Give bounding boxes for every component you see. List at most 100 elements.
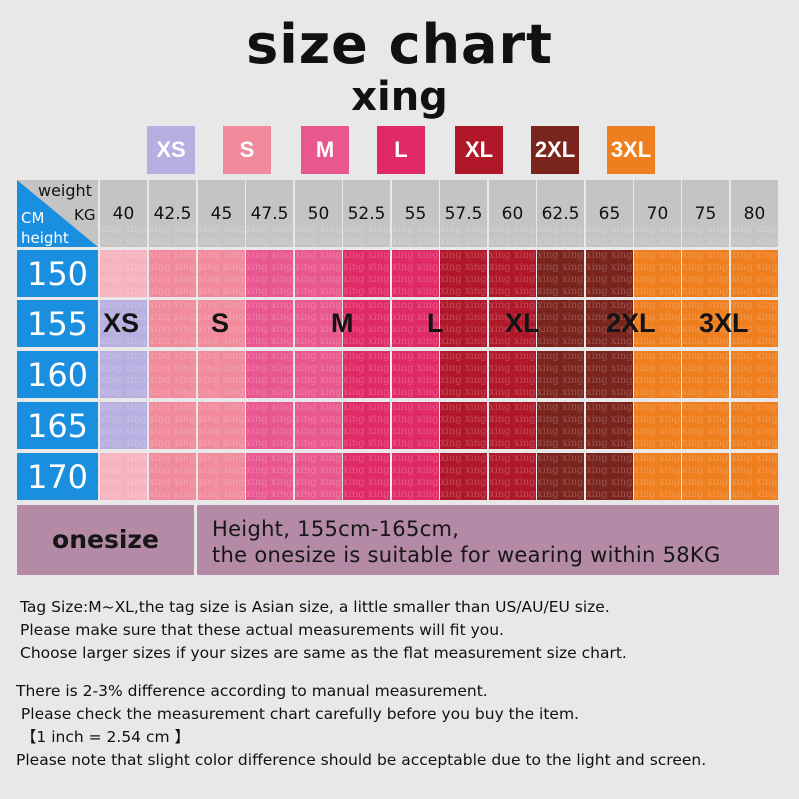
onesize-label-cell bbox=[17, 505, 194, 575]
size-cell bbox=[634, 250, 681, 297]
note-line: Please make sure that these actual measu… bbox=[20, 621, 504, 639]
weight-header-value: 80 bbox=[743, 204, 766, 224]
size-cell bbox=[198, 250, 245, 297]
size-cell bbox=[537, 351, 584, 398]
onesize-description: Height, 155cm-165cm, the onesize is suit… bbox=[212, 516, 721, 568]
weight-header-cell bbox=[682, 180, 729, 247]
size-cell bbox=[295, 453, 342, 500]
size-cell bbox=[489, 402, 536, 449]
corner-kg-label: KG bbox=[74, 206, 96, 224]
weight-header-value: 57.5 bbox=[444, 204, 483, 224]
size-cell bbox=[100, 402, 147, 449]
weight-header-cell bbox=[295, 180, 342, 247]
corner-cm-label: CM bbox=[21, 209, 45, 227]
size-cell bbox=[586, 250, 633, 297]
size-cell bbox=[537, 453, 584, 500]
height-label-155: 155 bbox=[17, 300, 98, 347]
weight-header-cell bbox=[537, 180, 584, 247]
size-cell bbox=[392, 453, 439, 500]
weight-header-cell bbox=[440, 180, 487, 247]
size-cell bbox=[295, 250, 342, 297]
size-cell bbox=[343, 250, 390, 297]
size-cell bbox=[100, 300, 147, 347]
size-table: weight KG CM height 40 xing xing xing xin… bbox=[17, 180, 779, 575]
size-cell bbox=[440, 402, 487, 449]
size-cell bbox=[586, 300, 633, 347]
size-cell bbox=[246, 300, 293, 347]
size-cell bbox=[537, 250, 584, 297]
size-cell bbox=[682, 402, 729, 449]
size-cell bbox=[246, 402, 293, 449]
size-cell bbox=[343, 402, 390, 449]
size-cell bbox=[634, 351, 681, 398]
size-cell bbox=[295, 300, 342, 347]
weight-header-cell bbox=[100, 180, 147, 247]
size-cell bbox=[731, 402, 778, 449]
height-label-150: 150 bbox=[17, 250, 98, 297]
size-cell bbox=[489, 250, 536, 297]
size-cell bbox=[586, 453, 633, 500]
weight-header-cell bbox=[198, 180, 245, 247]
size-cell bbox=[731, 351, 778, 398]
size-cell bbox=[682, 300, 729, 347]
weight-header-value: 45 bbox=[210, 204, 233, 224]
size-cell bbox=[198, 351, 245, 398]
weight-header-value: 52.5 bbox=[347, 204, 386, 224]
height-label-165: 165 bbox=[17, 402, 98, 449]
size-cell bbox=[682, 250, 729, 297]
size-cell bbox=[392, 351, 439, 398]
size-cell bbox=[198, 402, 245, 449]
size-badge-l: L bbox=[377, 126, 425, 174]
size-cell bbox=[149, 351, 196, 398]
weight-header-value: 75 bbox=[694, 204, 717, 224]
size-cell bbox=[489, 453, 536, 500]
size-badge-xs: XS bbox=[147, 126, 195, 174]
size-cell bbox=[634, 402, 681, 449]
size-cell bbox=[295, 351, 342, 398]
note-line: Please check the measurement chart caref… bbox=[16, 705, 579, 723]
size-cell bbox=[392, 402, 439, 449]
size-cell bbox=[343, 300, 390, 347]
height-label-160: 160 bbox=[17, 351, 98, 398]
size-cell bbox=[489, 351, 536, 398]
weight-header-value: 55 bbox=[404, 204, 427, 224]
size-cell bbox=[682, 453, 729, 500]
row-size-label-l: L bbox=[427, 308, 444, 338]
size-cell bbox=[198, 453, 245, 500]
note-line: Tag Size:M~XL,the tag size is Asian size… bbox=[20, 598, 610, 616]
weight-header-value: 62.5 bbox=[541, 204, 580, 224]
row-size-label-xl: XL bbox=[505, 308, 540, 338]
note-line: Choose larger sizes if your sizes are sa… bbox=[20, 644, 627, 662]
size-cell bbox=[634, 300, 681, 347]
size-cell bbox=[440, 351, 487, 398]
size-cell bbox=[198, 300, 245, 347]
row-size-label-s: S bbox=[211, 308, 230, 338]
weight-header-value: 47.5 bbox=[250, 204, 289, 224]
weight-header-cell bbox=[343, 180, 390, 247]
size-cell bbox=[440, 250, 487, 297]
size-badge-s: S bbox=[223, 126, 271, 174]
weight-header-cell bbox=[586, 180, 633, 247]
size-cell bbox=[246, 250, 293, 297]
page-title: size chart bbox=[246, 13, 553, 76]
weight-header-cell bbox=[634, 180, 681, 247]
size-cell bbox=[586, 351, 633, 398]
size-cell bbox=[100, 351, 147, 398]
weight-header-cell bbox=[149, 180, 196, 247]
size-cell bbox=[682, 351, 729, 398]
size-cell bbox=[731, 453, 778, 500]
weight-header-value: 65 bbox=[598, 204, 621, 224]
row-size-label-3xl: 3XL bbox=[699, 308, 749, 338]
weight-header-value: 50 bbox=[307, 204, 330, 224]
note-line: There is 2-3% difference according to ma… bbox=[16, 682, 488, 700]
row-size-label-xs: XS bbox=[103, 308, 140, 338]
size-badge-m: M bbox=[301, 126, 349, 174]
size-cell bbox=[149, 250, 196, 297]
size-cell bbox=[149, 402, 196, 449]
size-cell bbox=[537, 300, 584, 347]
size-cell bbox=[246, 351, 293, 398]
size-cell bbox=[489, 300, 536, 347]
size-cell bbox=[392, 300, 439, 347]
weight-header-value: 40 bbox=[112, 204, 135, 224]
weight-header-cell bbox=[489, 180, 536, 247]
